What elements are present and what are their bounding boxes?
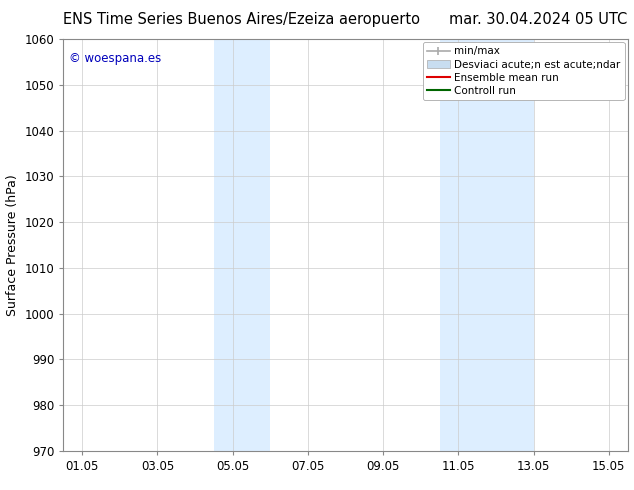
Legend: min/max, Desviaci acute;n est acute;ndar, Ensemble mean run, Controll run: min/max, Desviaci acute;n est acute;ndar…: [423, 42, 624, 100]
Text: mar. 30.04.2024 05 UTC: mar. 30.04.2024 05 UTC: [450, 12, 628, 27]
Y-axis label: Surface Pressure (hPa): Surface Pressure (hPa): [6, 174, 19, 316]
Bar: [214, 39, 270, 451]
Text: © woespana.es: © woespana.es: [69, 51, 161, 65]
Bar: [439, 39, 534, 451]
Text: ENS Time Series Buenos Aires/Ezeiza aeropuerto: ENS Time Series Buenos Aires/Ezeiza aero…: [63, 12, 420, 27]
